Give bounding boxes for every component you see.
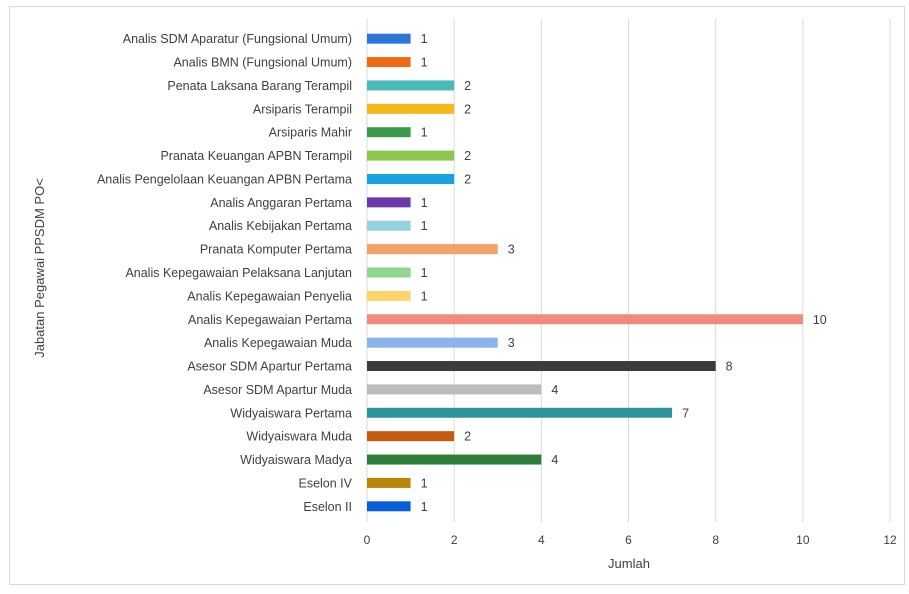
data-label: 2 — [464, 102, 471, 116]
data-label: 1 — [421, 266, 428, 280]
category-label-layer: Analis SDM Aparatur (Fungsional Umum) Ana… — [97, 32, 353, 514]
category-label: Eselon IV — [298, 476, 352, 490]
data-label: 1 — [421, 126, 428, 140]
x-tick-label: 12 — [883, 533, 897, 547]
category-label: Widyaiswara Muda — [246, 430, 352, 444]
x-axis-title: Jumlah — [608, 556, 650, 571]
category-label: Arsiparis Mahir — [269, 126, 352, 140]
data-label: 8 — [726, 360, 733, 374]
data-label: 1 — [421, 500, 428, 514]
category-label: Asesor SDM Apartur Muda — [203, 383, 352, 397]
data-label: 7 — [682, 406, 689, 420]
x-tick-layer: 0 2 4 6 8 10 12 — [364, 533, 897, 547]
data-label: 2 — [464, 149, 471, 163]
category-label: Analis Kebijakan Pertama — [209, 219, 352, 233]
bar — [367, 407, 673, 418]
category-label: Analis Kepegawaian Muda — [204, 336, 352, 350]
category-label: Analis Anggaran Pertama — [210, 196, 352, 210]
data-label: 10 — [813, 313, 827, 327]
value-label-layer: 1 1 2 2 1 2 2 1 1 3 1 1 10 3 8 4 7 2 4 1 1 — [421, 32, 827, 514]
data-label: 1 — [421, 32, 428, 46]
category-label: Asesor SDM Apartur Pertama — [187, 360, 352, 374]
data-label: 3 — [508, 243, 515, 257]
data-label: 1 — [421, 196, 428, 210]
bar — [367, 173, 455, 184]
bar-layer — [367, 33, 803, 512]
data-label: 4 — [551, 383, 558, 397]
bar — [367, 477, 411, 488]
category-label: Pranata Keuangan APBN Terampil — [160, 149, 352, 163]
bar — [367, 57, 411, 68]
bar — [367, 150, 455, 161]
bar — [367, 33, 411, 44]
category-label: Analis Kepegawaian Penyelia — [187, 289, 352, 303]
bar — [367, 127, 411, 138]
x-tick-label: 6 — [625, 533, 632, 547]
category-label: Analis Kepegawaian Pelaksana Lanjutan — [125, 266, 352, 280]
category-label: Analis Kepegawaian Pertama — [188, 313, 352, 327]
bar — [367, 314, 803, 325]
y-axis-title: Jabatan Pegawai PPSDM PO< — [32, 178, 47, 358]
bar — [367, 80, 455, 91]
bar — [367, 431, 455, 442]
bar — [367, 384, 542, 395]
bar — [367, 454, 542, 465]
data-label: 1 — [421, 289, 428, 303]
data-label: 1 — [421, 476, 428, 490]
bar — [367, 220, 411, 231]
bar — [367, 361, 716, 372]
category-label: Analis SDM Aparatur (Fungsional Umum) — [123, 32, 352, 46]
category-label: Analis Pengelolaan Keuangan APBN Pertama — [97, 172, 352, 186]
data-label: 2 — [464, 172, 471, 186]
data-label: 3 — [508, 336, 515, 350]
grid-layer — [366, 19, 891, 522]
category-label: Eselon II — [303, 500, 352, 514]
data-label: 2 — [464, 79, 471, 93]
bar — [367, 103, 455, 114]
chart-frame — [9, 6, 905, 585]
bar — [367, 501, 411, 512]
category-label: Penata Laksana Barang Terampil — [167, 79, 352, 93]
category-label: Pranata Komputer Pertama — [200, 243, 352, 257]
x-tick-label: 10 — [796, 533, 810, 547]
x-tick-label: 4 — [538, 533, 545, 547]
category-label: Widyaiswara Madya — [240, 453, 352, 467]
category-label: Widyaiswara Pertama — [230, 406, 352, 420]
bar — [367, 290, 411, 301]
data-label: 4 — [551, 453, 558, 467]
data-label: 1 — [421, 219, 428, 233]
data-label: 2 — [464, 430, 471, 444]
x-tick-label: 0 — [364, 533, 371, 547]
x-tick-label: 8 — [712, 533, 719, 547]
bar — [367, 337, 498, 348]
category-label: Arsiparis Terampil — [253, 102, 352, 116]
bar — [367, 267, 411, 278]
data-label: 1 — [421, 56, 428, 70]
category-label: Analis BMN (Fungsional Umum) — [173, 56, 352, 70]
x-tick-label: 2 — [451, 533, 458, 547]
bar — [367, 197, 411, 208]
bar — [367, 244, 498, 255]
